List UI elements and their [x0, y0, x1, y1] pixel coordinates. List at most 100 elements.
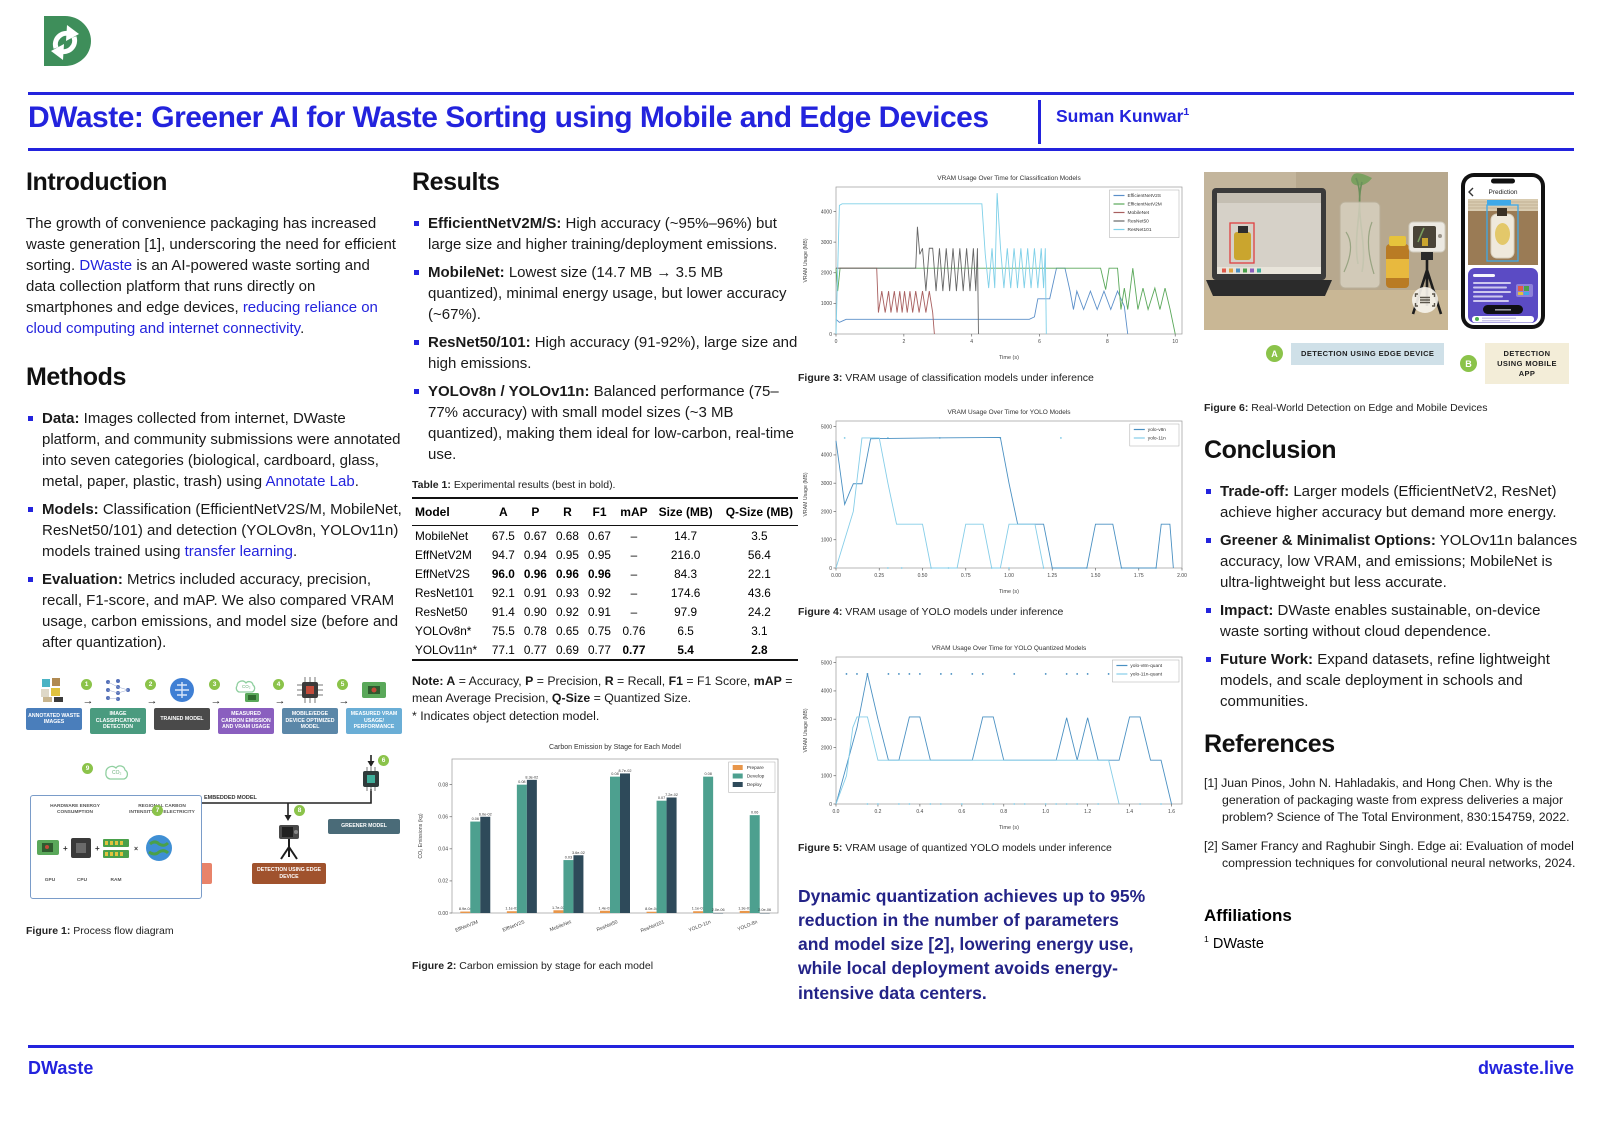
- svg-text:0.75: 0.75: [961, 573, 971, 579]
- results-table: Model A P R F1 mAP Size (MB) Q-Size (MB) MobileN…: [412, 497, 800, 661]
- vram-gpu-icon: [346, 675, 402, 705]
- embedded-model-label: EMBEDDED MODEL: [204, 795, 257, 801]
- flow-arrow: →: [210, 695, 222, 707]
- co2-cloud-icon: CO₂: [98, 757, 134, 788]
- svg-text:+: +: [95, 844, 100, 853]
- label-a-badge: A: [1266, 345, 1283, 363]
- column-charts: VRAM Usage Over Time for Classification …: [798, 170, 1196, 1005]
- table-row: EffNetV2S 96.0 0.96 0.96 0.96 – 84.3 22.1: [412, 564, 800, 583]
- table-cell: EffNetV2M: [415, 547, 472, 562]
- step-badge: 5: [337, 679, 348, 690]
- edge-camera-icon: [274, 823, 304, 866]
- text-segment: .: [354, 473, 359, 490]
- table-header: R: [551, 498, 584, 526]
- bullet-square-icon: [28, 507, 33, 512]
- svg-text:EfficientNetV2M: EfficientNetV2M: [1128, 202, 1162, 208]
- edge-device-scene: [1204, 172, 1448, 330]
- svg-text:0.08: 0.08: [438, 782, 448, 788]
- svg-text:0.50: 0.50: [918, 573, 928, 579]
- svg-text:1.25: 1.25: [1047, 573, 1057, 579]
- inline-link[interactable]: transfer learning: [184, 543, 293, 560]
- svg-text:0.03: 0.03: [565, 855, 572, 859]
- table-cell: 0.65: [555, 623, 579, 638]
- svg-text:0.00: 0.00: [831, 573, 841, 579]
- text-segment: .: [300, 320, 305, 337]
- table-cell: 56.4: [747, 547, 771, 562]
- carbon-emission-icon: CO₂: [218, 675, 274, 705]
- mobile-app-screenshot: Prediction: [1460, 172, 1569, 385]
- table-cell: 0.76: [622, 623, 646, 638]
- dwaste-logo-icon: [44, 16, 91, 66]
- text-segment: Expand datasets, refine lightweight mode…: [1220, 651, 1550, 711]
- step-badge: 7: [152, 805, 163, 816]
- table-cell: 24.2: [747, 604, 771, 619]
- svg-text:8.9e-04: 8.9e-04: [459, 907, 472, 911]
- step-badge: 1: [81, 679, 92, 690]
- energy-consumption-box: HARDWARE ENERGY CONSUMPTION REGIONAL CAR…: [30, 795, 202, 899]
- text-segment: = mean Average Precision,: [412, 674, 793, 705]
- table-header: Model: [412, 498, 488, 526]
- svg-text:0.6: 0.6: [958, 809, 965, 815]
- svg-text:YOLO-11n: YOLO-11n: [688, 919, 712, 933]
- svg-text:CO₂: CO₂: [112, 770, 122, 776]
- methods-bullet: Data: Images collected from internet, DW…: [26, 408, 402, 492]
- svg-text:5000: 5000: [821, 424, 832, 430]
- table-cell: 0.95: [588, 547, 611, 562]
- svg-text:0.4: 0.4: [916, 809, 923, 815]
- figure3-chart: VRAM Usage Over Time for Classification …: [798, 170, 1196, 369]
- affiliation-text: 1 DWaste: [1204, 934, 1264, 952]
- svg-text:yolo-11n: yolo-11n: [1148, 436, 1166, 442]
- svg-text:1.1e-03: 1.1e-03: [505, 907, 518, 911]
- table-cell: 3.5: [751, 528, 768, 543]
- inline-link[interactable]: reducing reliance on cloud computing and…: [26, 299, 378, 337]
- table-row: MobileNet 67.5 0.67 0.68 0.67 – 14.7 3.5: [412, 526, 800, 546]
- svg-text:0.06: 0.06: [472, 817, 479, 821]
- trained-model-brain-icon: [154, 675, 210, 705]
- conclusion-heading: Conclusion: [1204, 436, 1337, 465]
- svg-text:1.50: 1.50: [1091, 573, 1101, 579]
- table-cell: 75.5: [491, 623, 515, 638]
- svg-text:0.02: 0.02: [438, 878, 448, 884]
- text-segment: ResNet50/101:: [428, 334, 531, 351]
- svg-text:MobileNet: MobileNet: [1128, 210, 1150, 216]
- svg-text:1.00: 1.00: [1004, 573, 1014, 579]
- svg-text:1.4e-03: 1.4e-03: [599, 906, 612, 910]
- text-segment: Q-Size: [551, 690, 591, 705]
- table-cell: 94.7: [491, 547, 515, 562]
- svg-text:ResNet101: ResNet101: [640, 919, 666, 934]
- table-cell: 0.78: [523, 623, 547, 638]
- svg-text:yolo-v8n-quant: yolo-v8n-quant: [1130, 663, 1162, 669]
- table-cell: EffNetV2S: [415, 566, 470, 581]
- svg-text:VRAM Usage (MB): VRAM Usage (MB): [803, 708, 809, 752]
- flow-arrow: →: [274, 695, 286, 707]
- table-cell: YOLOv8n*: [415, 623, 472, 638]
- text-segment: = Precision,: [533, 674, 605, 688]
- text-segment: High accuracy (91-92%), large size and h…: [428, 334, 798, 372]
- svg-text:1.75: 1.75: [1134, 573, 1144, 579]
- svg-text:1.4: 1.4: [1126, 809, 1133, 815]
- results-bullet: MobileNet: Lowest size (14.7 MB → 3.5 MB…: [412, 262, 800, 325]
- footer-website-link[interactable]: dwaste.live: [1477, 1058, 1574, 1078]
- table-cell: 0.96: [555, 566, 579, 581]
- ram-label: RAM: [110, 878, 122, 883]
- table-cell: –: [630, 528, 638, 543]
- introduction-paragraph: The growth of convenience packaging has …: [26, 213, 402, 339]
- inline-link[interactable]: DWaste: [79, 257, 133, 274]
- figure3-caption: Figure 3: VRAM usage of classification m…: [798, 372, 1094, 384]
- svg-text:2: 2: [902, 339, 905, 345]
- table-cell: 0.91: [523, 585, 547, 600]
- svg-text:MobileNet: MobileNet: [549, 919, 573, 933]
- header-rule-bottom: [28, 148, 1574, 151]
- svg-text:5000: 5000: [821, 660, 832, 666]
- text-segment: YOLOv11n balances accuracy, low VRAM, an…: [1220, 532, 1578, 592]
- flow-step: TRAINED MODEL: [154, 675, 210, 730]
- figure2-caption: Figure 2: Carbon emission by stage for e…: [412, 959, 654, 972]
- svg-text:6.0e-02: 6.0e-02: [479, 812, 492, 816]
- table-header: Size (MB): [652, 498, 719, 526]
- table-cell: 84.3: [674, 566, 698, 581]
- svg-text:1.7e-03: 1.7e-03: [552, 906, 565, 910]
- inline-link[interactable]: Annotate Lab: [265, 473, 355, 490]
- table-cell: 0.67: [588, 528, 611, 543]
- table-cell: 216.0: [670, 547, 701, 562]
- svg-text:VRAM Usage Over Time for YOLO: VRAM Usage Over Time for YOLO Quantized …: [932, 645, 1087, 652]
